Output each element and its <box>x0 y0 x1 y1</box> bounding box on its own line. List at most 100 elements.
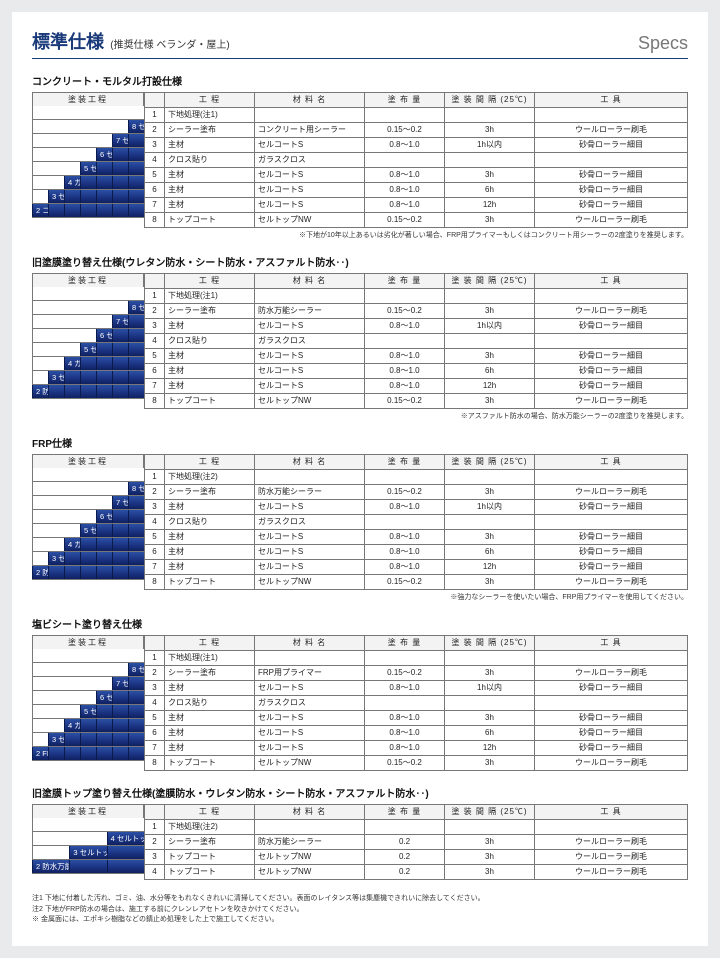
stair-row: 5 セルコートS防水材 <box>32 343 144 357</box>
stair-row <box>32 818 144 832</box>
stair-label <box>64 747 80 760</box>
stair-label <box>96 524 112 537</box>
col-header: 塗 布 量 <box>365 636 445 651</box>
col-header: 塗 装 間 隔 (25℃) <box>445 93 535 108</box>
stair-label: 5 セルコートS防水材 <box>80 162 96 175</box>
table-cell: 6h <box>445 183 535 198</box>
table-cell: 主材 <box>165 500 255 515</box>
table-cell <box>535 696 688 711</box>
table-cell: セルコートS <box>255 726 365 741</box>
table-row: 5主材セルコートS0.8〜1.03h砂骨ローラー細目 <box>145 530 688 545</box>
stair-row: 4 ガラスクロス <box>32 176 144 190</box>
table-cell: 0.8〜1.0 <box>365 349 445 364</box>
table-cell: 6 <box>145 726 165 741</box>
table-cell: 砂骨ローラー細目 <box>535 545 688 560</box>
table-cell: ウールローラー刷毛 <box>535 304 688 319</box>
table-cell <box>365 108 445 123</box>
title-block: 標準仕様 (推奨仕様 ベランダ・屋上) <box>32 28 230 54</box>
stair-row: 5 セルコートS防水材 <box>32 162 144 176</box>
table-cell: 主材 <box>165 183 255 198</box>
section-title: 旧塗膜トップ塗り替え仕様(塗膜防水・ウレタン防水・シート防水・アスファルト防水‥… <box>32 785 688 800</box>
stair-label <box>128 329 144 342</box>
stair-row: 8 セルトップNW <box>32 663 144 677</box>
table-cell: セルトップNW <box>255 213 365 228</box>
stair-label: 8 セルトップNW <box>128 663 144 676</box>
stair-label <box>112 190 128 203</box>
col-header: 工 具 <box>535 455 688 470</box>
spec-section: 塩ビシート塗り替え仕様塗装工程8 セルトップNW7 セルコートS防水材6 セルコ… <box>32 616 688 771</box>
table-cell: セルトップNW <box>255 850 365 865</box>
stair-label <box>80 204 96 217</box>
table-cell: 主材 <box>165 198 255 213</box>
table-cell: 主材 <box>165 319 255 334</box>
table-cell: 砂骨ローラー細目 <box>535 138 688 153</box>
stair-label <box>96 190 112 203</box>
table-cell: 主材 <box>165 741 255 756</box>
stair-row: 4 ガラスクロス <box>32 538 144 552</box>
footnote-line: 注1 下地に付着した汚れ、ゴミ、油、水分等をもれなくきれいに清掃してください。表… <box>32 894 688 905</box>
stair-label <box>96 162 112 175</box>
col-header <box>145 636 165 651</box>
stair-row: 7 セルコートS防水材 <box>32 315 144 329</box>
table-cell <box>445 820 535 835</box>
stair-label <box>96 733 112 746</box>
table-cell <box>365 696 445 711</box>
page-title: 標準仕様 <box>32 32 104 52</box>
table-cell: 0.8〜1.0 <box>365 530 445 545</box>
stair-label <box>112 510 128 523</box>
table-cell: 2 <box>145 666 165 681</box>
stair-label <box>112 524 128 537</box>
table-cell: 下地処理(注1) <box>165 289 255 304</box>
table-cell <box>535 289 688 304</box>
stair-label <box>128 162 144 175</box>
section-title: FRP仕様 <box>32 435 688 450</box>
stair-label: 2 FRP用プライマー <box>32 747 48 760</box>
table-cell <box>365 153 445 168</box>
table-cell: 6h <box>445 726 535 741</box>
table-cell: 砂骨ローラー細目 <box>535 560 688 575</box>
stair-label <box>64 552 80 565</box>
table-cell: 0.8〜1.0 <box>365 183 445 198</box>
table-cell: 0.8〜1.0 <box>365 500 445 515</box>
stair-label: 3 セルコートS防水材 <box>48 371 64 384</box>
table-cell: 3h <box>445 349 535 364</box>
table-cell: 0.8〜1.0 <box>365 198 445 213</box>
stair-label <box>80 176 96 189</box>
table-cell: 2 <box>145 485 165 500</box>
table-cell: 4 <box>145 515 165 530</box>
table-row: 6主材セルコートS0.8〜1.06h砂骨ローラー細目 <box>145 364 688 379</box>
table-cell: セルトップNW <box>255 756 365 771</box>
table-cell: 8 <box>145 213 165 228</box>
table-cell: 下地処理(注2) <box>165 470 255 485</box>
table-cell: セルコートS <box>255 198 365 213</box>
table-cell <box>365 289 445 304</box>
spec-table: 工 程材 料 名塗 布 量塗 装 間 隔 (25℃)工 具1下地処理(注2)2シ… <box>144 804 688 880</box>
table-row: 1下地処理(注1) <box>145 651 688 666</box>
col-header: 工 具 <box>535 805 688 820</box>
table-cell: セルコートS <box>255 364 365 379</box>
table-cell: ウールローラー刷毛 <box>535 123 688 138</box>
stair-label <box>128 524 144 537</box>
stair-row: 7 セルコートS防水材 <box>32 496 144 510</box>
table-cell: セルコートS <box>255 545 365 560</box>
table-cell <box>535 108 688 123</box>
table-cell: 1 <box>145 651 165 666</box>
table-cell: セルコートS <box>255 319 365 334</box>
stair-label <box>80 385 96 398</box>
table-cell: トップコート <box>165 213 255 228</box>
table-cell <box>365 334 445 349</box>
table-cell: 7 <box>145 741 165 756</box>
table-row: 3主材セルコートS0.8〜1.01h以内砂骨ローラー細目 <box>145 138 688 153</box>
stair-label <box>80 538 96 551</box>
page: 標準仕様 (推奨仕様 ベランダ・屋上) Specs コンクリート・モルタル打設仕… <box>12 12 708 946</box>
table-cell: 0.2 <box>365 850 445 865</box>
table-cell <box>535 820 688 835</box>
stair-row: 2 FRP用プライマー <box>32 747 144 761</box>
section-note: ※強力なシーラーを使いたい場合、FRP用プライマーを使用してください。 <box>32 592 688 602</box>
table-cell: 7 <box>145 198 165 213</box>
stair-label <box>128 148 144 161</box>
stair-row: 4 ガラスクロス <box>32 719 144 733</box>
section-note: ※下地が10年以上あるいは劣化が著しい場合、FRP用プライマーもしくはコンクリー… <box>32 230 688 240</box>
table-row: 4クロス貼りガラスクロス <box>145 515 688 530</box>
table-cell: 0.8〜1.0 <box>365 168 445 183</box>
